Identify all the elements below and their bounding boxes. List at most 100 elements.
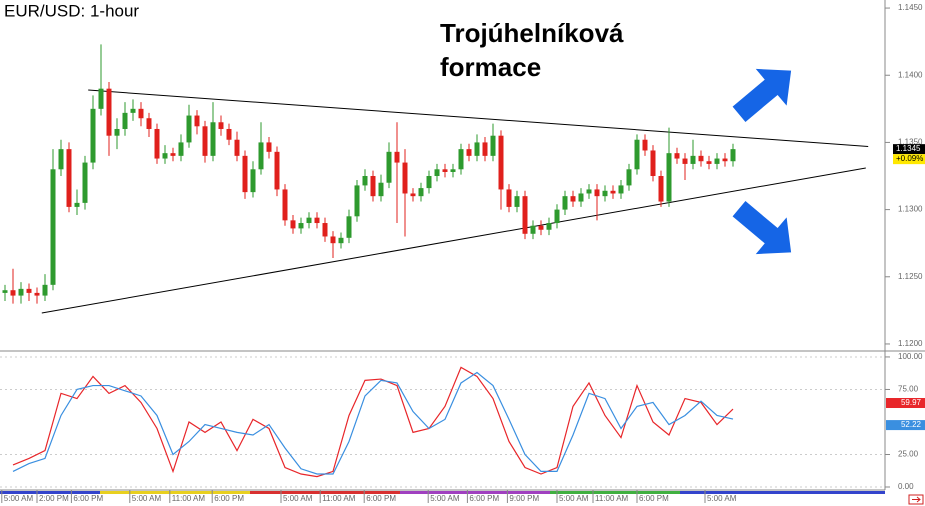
candle-body [98,88,104,109]
candle-body [314,217,320,224]
series-line [12,371,734,475]
x-tick-label: 11:00 AM [172,494,206,503]
candle-body [690,155,696,164]
y-tick-label: 1.1200 [898,339,923,348]
series-line [12,366,734,478]
candle-body [274,151,280,190]
candle-body [34,292,40,296]
session-strip [0,491,885,494]
x-tick-label: 9:00 PM [509,494,539,503]
candle-body [298,223,304,229]
candle-body [130,108,136,113]
candle-body [618,185,624,194]
change-box [893,154,925,165]
candle-body [506,189,512,207]
x-tick-label: 5:00 AM [559,494,589,503]
value-label: 59.97 [901,398,922,407]
candle-body [594,189,600,197]
x-tick-label: 6:00 PM [214,494,244,503]
candle-body [642,139,648,151]
candle-body [90,108,96,163]
candle-body [74,202,80,207]
value-box [886,398,925,409]
candle-body [58,149,64,170]
candle-body [554,209,560,224]
session-bar [550,491,680,494]
candle-body [2,290,8,293]
y-tick-label: 100.00 [898,352,923,361]
candle-body [50,169,56,285]
session-bar [0,491,100,494]
candle-body [674,153,680,159]
candle-body [602,190,608,197]
candle-body [338,237,344,244]
candle-body [682,158,688,164]
last-price-label: 1.1345 [896,144,921,153]
candle-body [450,169,456,172]
candle-body [714,158,720,164]
candle-body [306,217,312,224]
candle-body [562,196,568,210]
candle-body [658,176,664,202]
candle-body [442,169,448,172]
candle-body [578,193,584,202]
candle-body [370,176,376,197]
x-tick-label: 11:00 AM [595,494,629,503]
candle-body [610,190,616,194]
candle-body [650,150,656,177]
x-tick-label: 5:00 AM [132,494,162,503]
scroll-icon-arrow [912,496,921,503]
candle-body [634,139,640,170]
candle-body [218,122,224,129]
candle-body [706,161,712,164]
candle-body [378,182,384,197]
y-tick-label: 75.00 [898,385,919,394]
candle-body [138,108,144,119]
candle-body [282,189,288,221]
candle-body [482,142,488,156]
candle-body [466,149,472,156]
candle-body [362,176,368,186]
chart-title: EUR/USD: 1-hour [4,1,139,20]
x-tick-label: 5:00 AM [430,494,460,503]
down-arrow [732,201,792,255]
candle-body [18,288,24,296]
y-tick-label: 1.1350 [898,138,923,147]
candle-body [418,188,424,197]
candle-body [426,176,432,189]
candle-body [178,142,184,156]
value-label: 52.22 [901,420,922,429]
candle-body [194,115,200,127]
candle-body [250,169,256,193]
candle-body [202,126,208,156]
trend-line [88,89,869,147]
candle-body [530,225,536,234]
candle-body [538,225,544,230]
x-tick-label: 6:00 PM [639,494,669,503]
session-bar [680,491,885,494]
candle-body [410,193,416,197]
candle-body [242,155,248,193]
candle-body [666,153,672,202]
candle-body [330,236,336,244]
arrows [732,68,792,255]
candle-body [626,169,632,186]
candle-body [498,135,504,190]
y-tick-label: 25.00 [898,450,919,459]
candle-body [122,112,128,129]
candle-body [210,122,216,156]
y-tick-label: 1.1400 [898,70,923,79]
candle-body [386,151,392,183]
candle-body [570,196,576,202]
session-bar [100,491,250,494]
candle-body [82,162,88,203]
y-tick-label: 1.1300 [898,205,923,214]
change-label: +0.09% [896,154,923,163]
candle-body [154,128,160,159]
candle-body [458,149,464,170]
y-tick-label: 0.00 [898,482,914,491]
value-box [886,420,925,431]
candle-body [42,284,48,296]
up-arrow [732,68,792,122]
